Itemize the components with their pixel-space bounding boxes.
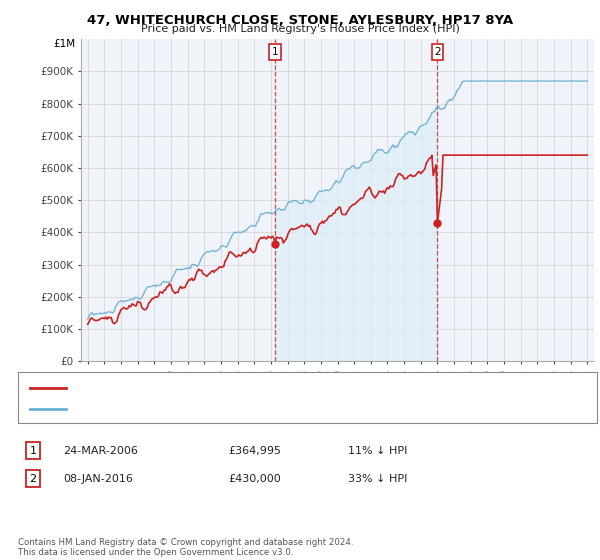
Text: 11% ↓ HPI: 11% ↓ HPI bbox=[348, 446, 407, 456]
Text: £430,000: £430,000 bbox=[228, 474, 281, 484]
Text: HPI: Average price, detached house, Buckinghamshire: HPI: Average price, detached house, Buck… bbox=[72, 404, 338, 414]
Text: 24-MAR-2006: 24-MAR-2006 bbox=[63, 446, 138, 456]
Text: 47, WHITECHURCH CLOSE, STONE, AYLESBURY, HP17 8YA (detached house): 47, WHITECHURCH CLOSE, STONE, AYLESBURY,… bbox=[72, 382, 442, 393]
Text: 2: 2 bbox=[29, 474, 37, 484]
Text: £364,995: £364,995 bbox=[228, 446, 281, 456]
Text: 2: 2 bbox=[434, 47, 441, 57]
Text: 1: 1 bbox=[29, 446, 37, 456]
Text: Contains HM Land Registry data © Crown copyright and database right 2024.
This d: Contains HM Land Registry data © Crown c… bbox=[18, 538, 353, 557]
Text: Price paid vs. HM Land Registry's House Price Index (HPI): Price paid vs. HM Land Registry's House … bbox=[140, 24, 460, 34]
Text: 33% ↓ HPI: 33% ↓ HPI bbox=[348, 474, 407, 484]
Text: 08-JAN-2016: 08-JAN-2016 bbox=[63, 474, 133, 484]
Text: 47, WHITECHURCH CLOSE, STONE, AYLESBURY, HP17 8YA: 47, WHITECHURCH CLOSE, STONE, AYLESBURY,… bbox=[87, 14, 513, 27]
Text: £1M: £1M bbox=[54, 39, 76, 49]
Text: 1: 1 bbox=[272, 47, 278, 57]
